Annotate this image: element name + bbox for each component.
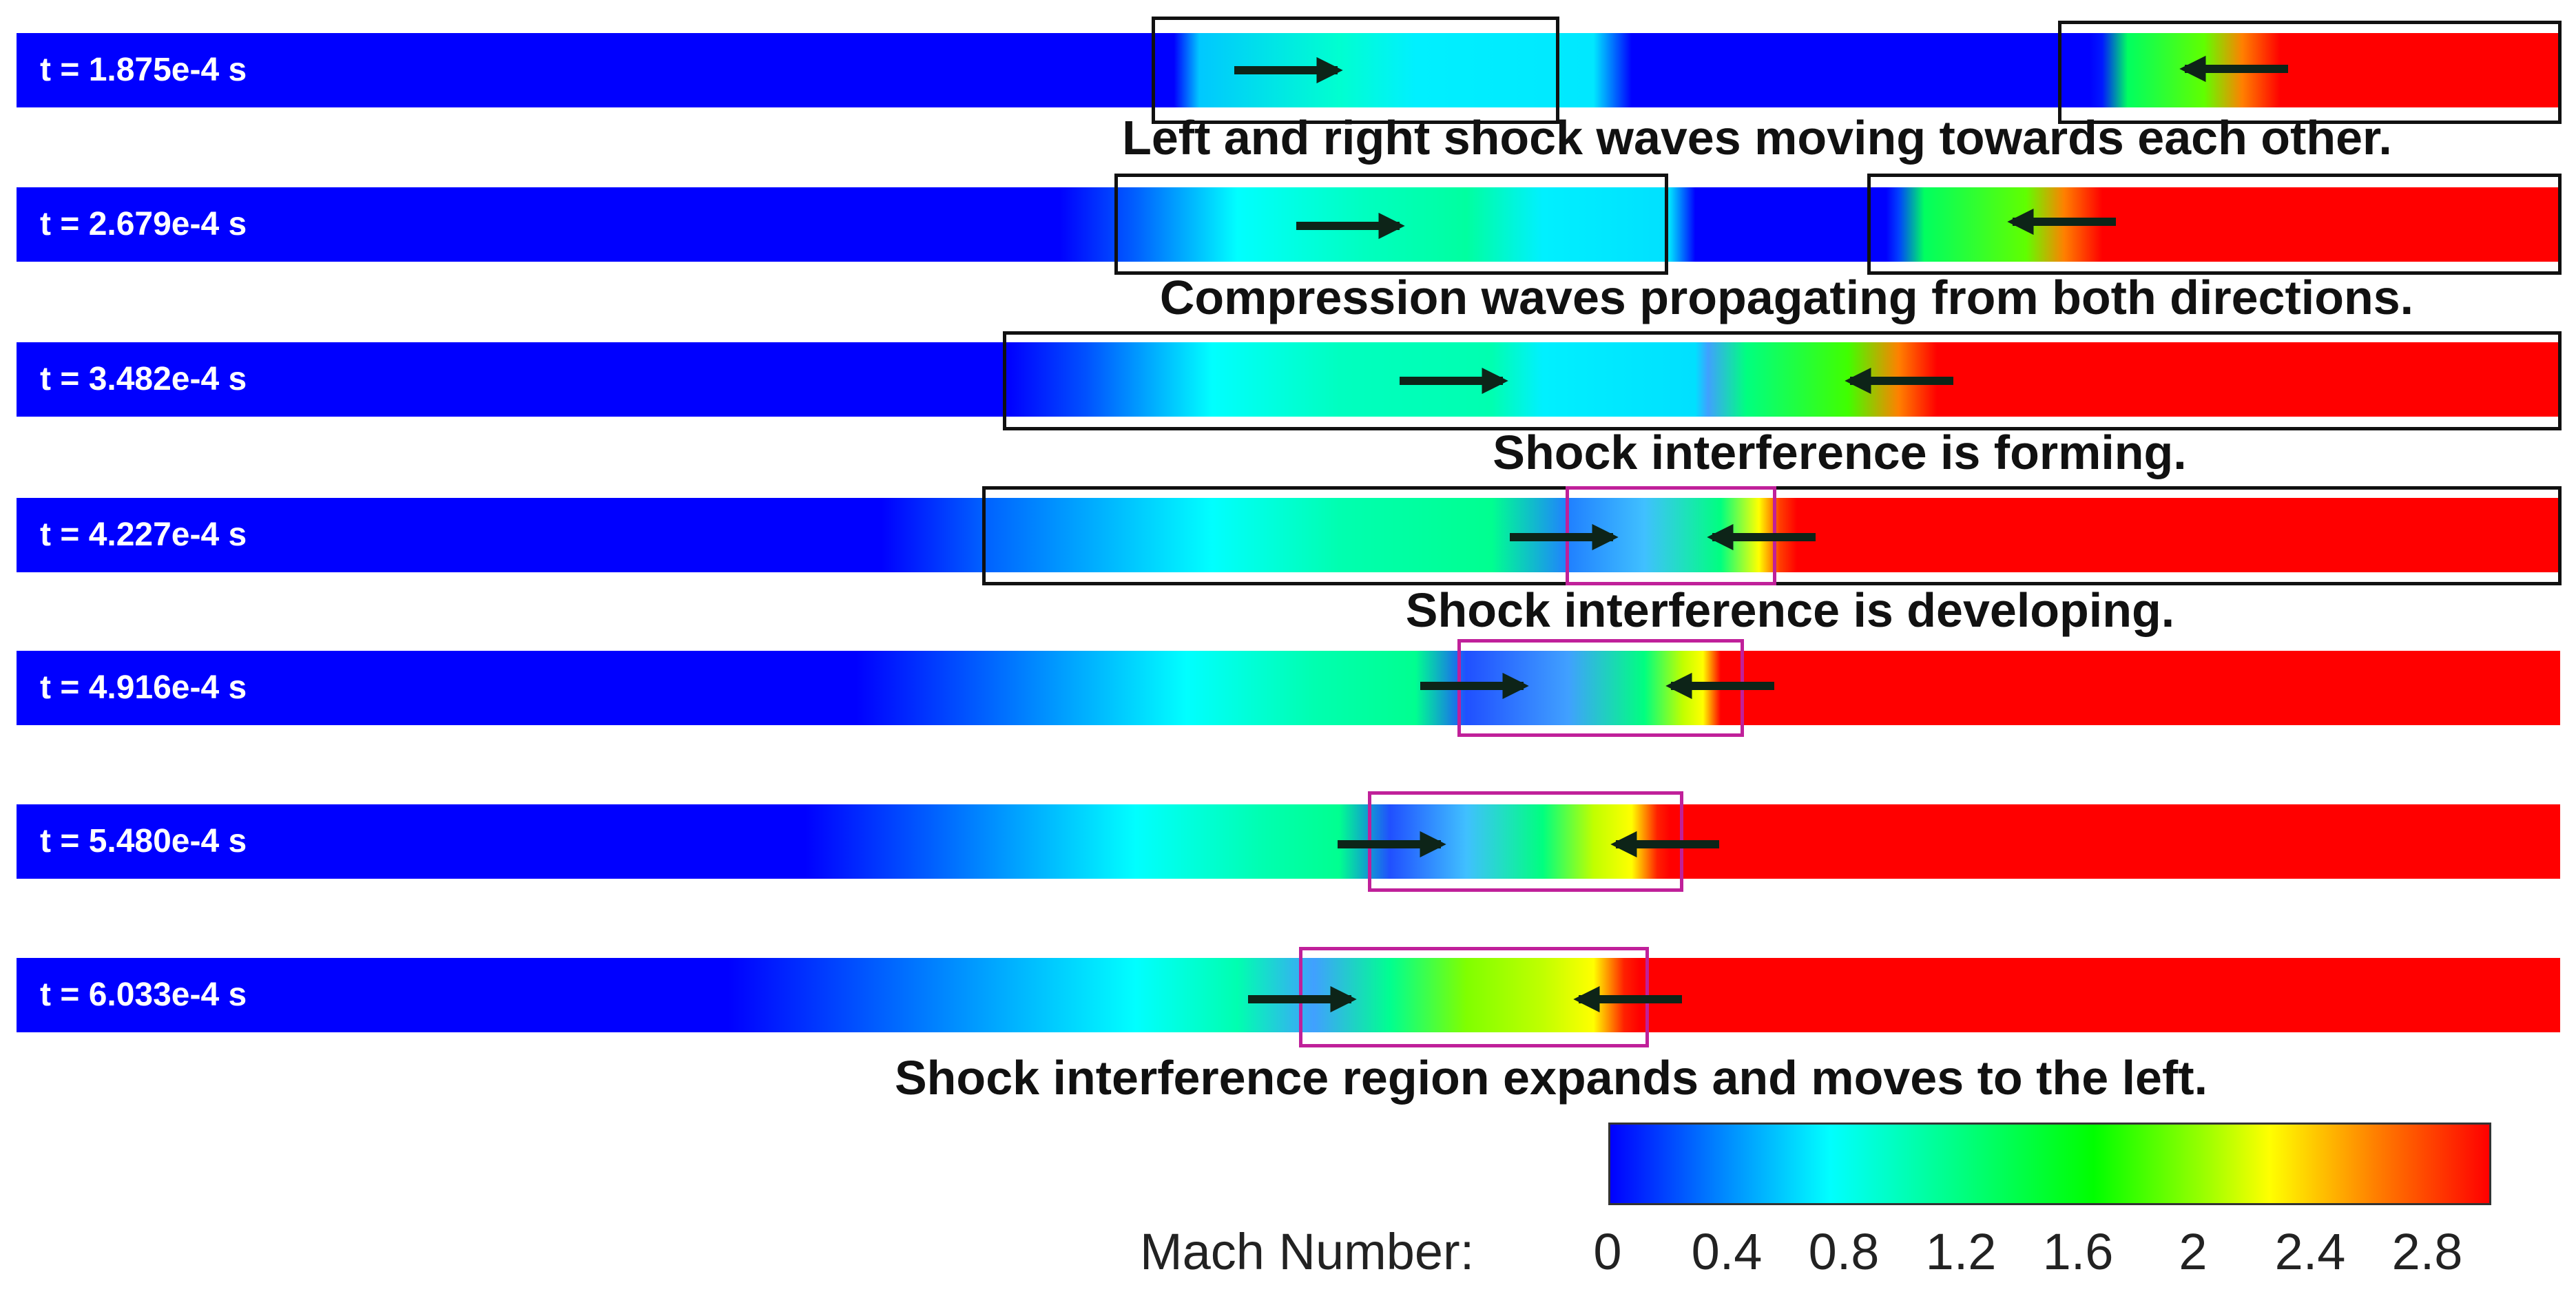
strip-5: t = 4.916e-4 s — [17, 651, 2560, 725]
caption: Shock interference region expands and mo… — [894, 1051, 2208, 1105]
strip-6: t = 5.480e-4 s — [17, 804, 2560, 879]
caption: Shock interference is forming. — [1493, 426, 2187, 479]
colorbar-tick: 0.4 — [1691, 1223, 1763, 1280]
colorbar-tick: 2.8 — [2391, 1223, 2463, 1280]
highlight-box — [1003, 331, 2562, 430]
caption: Shock interference is developing. — [1405, 583, 2175, 637]
caption: Left and right shock waves moving toward… — [1122, 111, 2392, 165]
highlight-box — [2058, 21, 2562, 124]
time-label: t = 4.227e-4 s — [40, 516, 247, 553]
highlight-box — [1114, 174, 1668, 275]
strip-3: t = 3.482e-4 s — [17, 342, 2560, 417]
colorbar-tick: 0.8 — [1808, 1223, 1880, 1280]
time-label: t = 6.033e-4 s — [40, 977, 247, 1013]
strip-2: t = 2.679e-4 s — [17, 187, 2560, 262]
time-label: t = 2.679e-4 s — [40, 206, 247, 242]
colorbar-tick: 0 — [1593, 1223, 1622, 1280]
colorbar-title: Mach Number: — [1140, 1223, 1475, 1280]
colorbar-tick: 1.2 — [1925, 1223, 1997, 1280]
highlight-box — [1867, 174, 2562, 275]
colorbar-tick: 1.6 — [2042, 1223, 2114, 1280]
highlight-box — [1152, 17, 1559, 124]
strip-4: t = 4.227e-4 s — [17, 498, 2560, 572]
colorbar-tick: 2 — [2179, 1223, 2208, 1280]
time-label: t = 3.482e-4 s — [40, 361, 247, 397]
time-label: t = 1.875e-4 s — [40, 52, 247, 88]
mach-colorbar — [1608, 1123, 2491, 1205]
time-label: t = 5.480e-4 s — [40, 823, 247, 859]
time-label: t = 4.916e-4 s — [40, 669, 247, 706]
caption: Compression waves propagating from both … — [1159, 271, 2414, 324]
colorbar-tick: 2.4 — [2274, 1223, 2346, 1280]
